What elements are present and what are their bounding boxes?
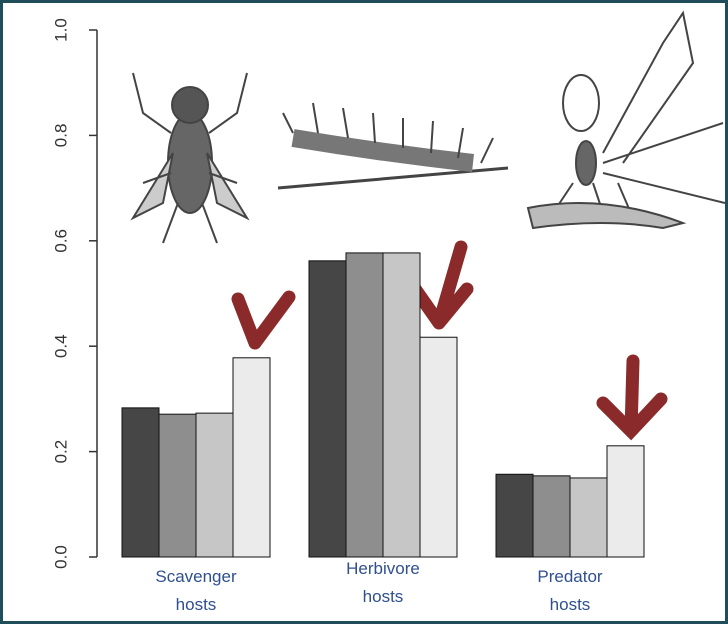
y-tick-label: 0.0 [51,545,70,569]
chart: 0.0 0.2 0.4 0.6 0.8 1.0 [3,3,725,621]
bar [570,478,607,557]
y-tick-label: 0.8 [51,124,70,148]
bar [496,474,533,557]
fly-illustration [133,73,247,243]
bar [383,253,420,557]
chart-frame: 0.0 0.2 0.4 0.6 0.8 1.0 Scavenger hosts Herbiv… [0,0,728,624]
y-tick-label: 0.6 [51,229,70,253]
y-tick-label: 0.2 [51,440,70,464]
bar [346,253,383,557]
y-tick-label: 0.4 [51,334,70,358]
wasp-illustration [528,13,725,228]
bar [607,446,644,557]
caterpillar-illustration [278,103,508,188]
bar [122,408,159,557]
x-tick-label: Herbivore hosts [328,555,438,611]
bar [309,261,346,557]
bar [233,358,270,557]
bar [159,414,196,557]
bar [533,476,570,557]
bar [420,337,457,557]
x-tick-label: Predator hosts [515,563,625,619]
x-tick-label: Scavenger hosts [141,563,251,619]
bar [196,413,233,557]
y-tick-label: 1.0 [51,18,70,42]
